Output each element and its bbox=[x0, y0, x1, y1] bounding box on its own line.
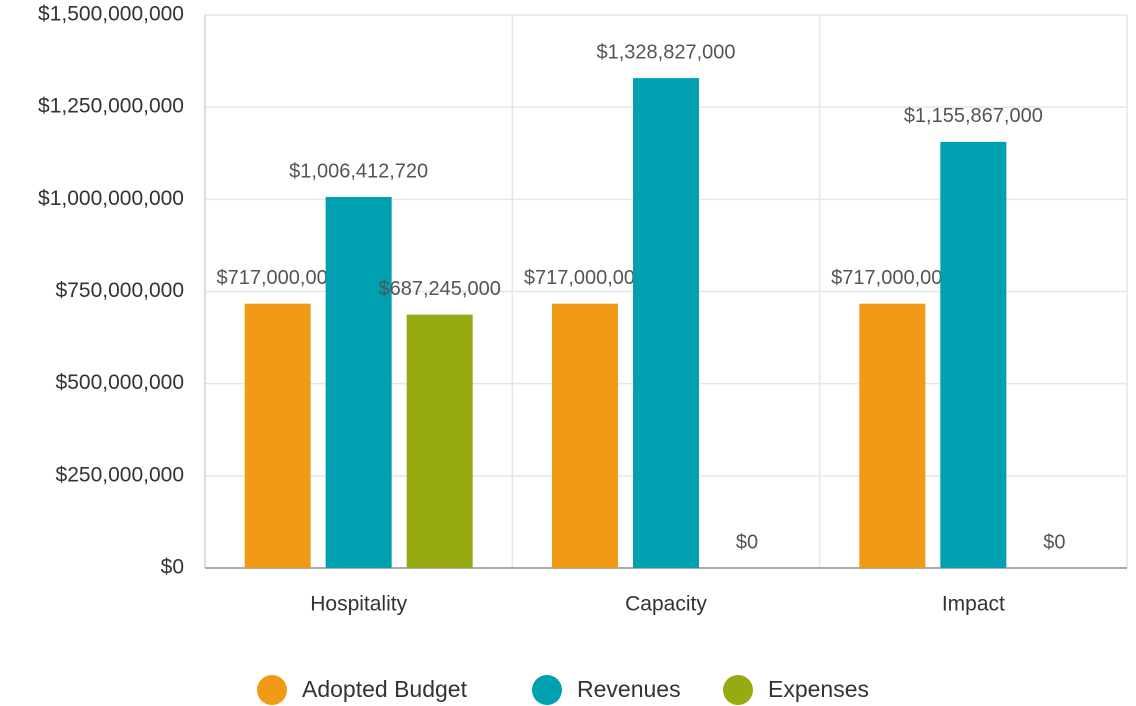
legend-swatch bbox=[532, 675, 562, 705]
y-tick-label: $1,000,000,000 bbox=[38, 187, 184, 210]
legend-swatch bbox=[723, 675, 753, 705]
value-label: $0 bbox=[1043, 531, 1065, 553]
x-tick-label: Capacity bbox=[625, 593, 707, 616]
bar bbox=[552, 303, 618, 568]
legend-swatch bbox=[257, 675, 287, 705]
legend-label: Revenues bbox=[577, 676, 681, 702]
value-label: $687,245,000 bbox=[378, 278, 500, 300]
x-tick-label: Hospitality bbox=[310, 593, 407, 616]
y-tick-label: $1,250,000,000 bbox=[38, 95, 184, 118]
value-label: $1,328,827,000 bbox=[596, 41, 735, 63]
value-label: $717,000,000 bbox=[524, 267, 646, 289]
y-tick-label: $500,000,000 bbox=[56, 371, 184, 394]
y-tick-label: $0 bbox=[161, 556, 184, 579]
y-tick-label: $750,000,000 bbox=[56, 279, 184, 302]
value-label: $1,155,867,000 bbox=[904, 105, 1043, 127]
value-label: $0 bbox=[736, 531, 758, 553]
legend-label: Adopted Budget bbox=[302, 676, 468, 702]
value-label: $717,000,000 bbox=[216, 267, 338, 289]
bar bbox=[633, 78, 699, 569]
legend-label: Expenses bbox=[768, 676, 869, 702]
bar bbox=[859, 303, 926, 568]
bar bbox=[940, 141, 1007, 568]
x-tick-label: Impact bbox=[942, 593, 1005, 616]
bar bbox=[325, 196, 392, 568]
y-tick-label: $1,500,000,000 bbox=[38, 3, 184, 26]
bar bbox=[244, 303, 311, 568]
value-label: $717,000,000 bbox=[831, 267, 953, 289]
bar bbox=[406, 314, 473, 568]
value-label: $1,006,412,720 bbox=[289, 160, 428, 182]
y-tick-label: $250,000,000 bbox=[56, 463, 184, 486]
